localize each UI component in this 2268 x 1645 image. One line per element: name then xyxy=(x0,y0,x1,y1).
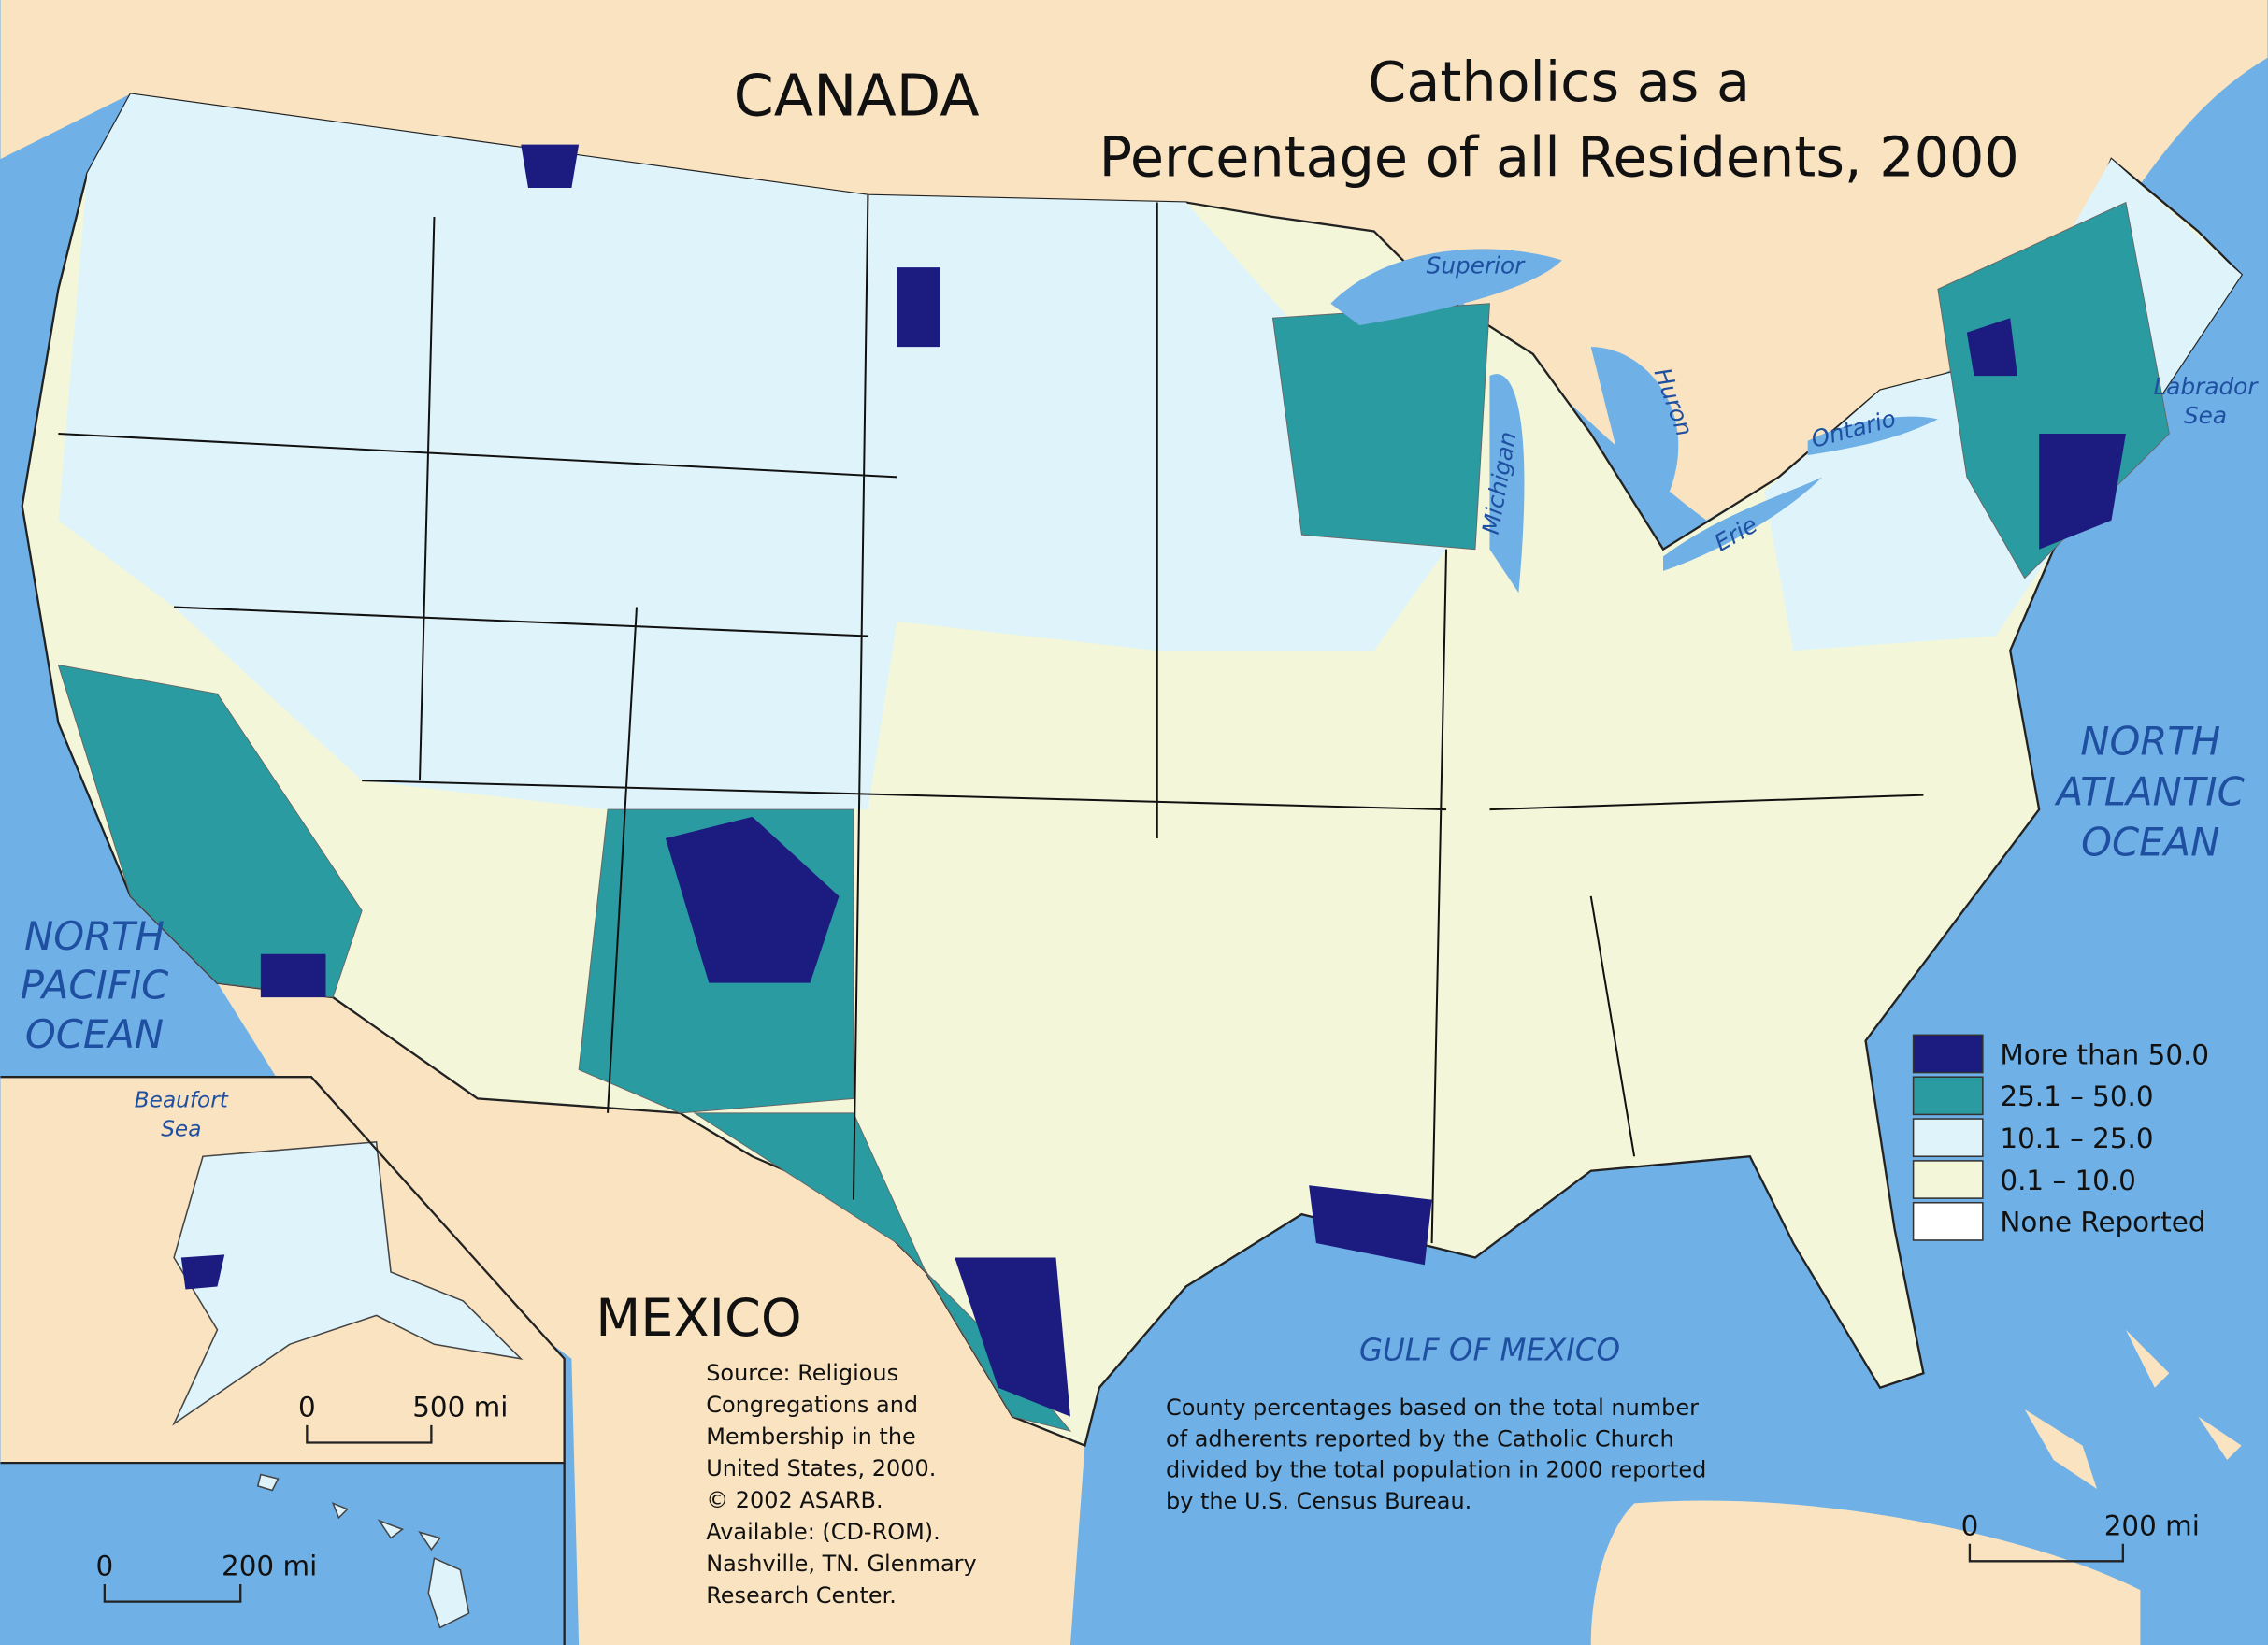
legend-swatch xyxy=(1912,1201,1984,1241)
lake-ontario xyxy=(1807,416,1938,456)
scale-label: 0 xyxy=(298,1392,316,1423)
lake-label: Superior xyxy=(1427,251,1526,279)
ocean-label: NORTH xyxy=(2080,718,2220,764)
title-line: Percentage of all Residents, 2000 xyxy=(1099,125,2019,190)
ocean-label: OCEAN xyxy=(25,1011,164,1057)
region-light xyxy=(58,93,1447,810)
scale-bars: 0 500 mi 0 200 mi 0 200 mi xyxy=(95,1392,2200,1603)
source-line: United States, 2000. xyxy=(706,1455,936,1481)
legend-label: None Reported xyxy=(2000,1207,2205,1238)
lake-superior xyxy=(1330,249,1562,325)
lake-michigan xyxy=(1489,374,1525,594)
title-line: Catholics as a xyxy=(1368,50,1750,114)
legend-swatch xyxy=(1912,1160,1984,1199)
source-line: Research Center. xyxy=(706,1582,897,1609)
sea-label: Sea xyxy=(161,1117,201,1142)
scale-label: 0 xyxy=(1961,1509,1979,1541)
legend-swatch xyxy=(1912,1118,1984,1158)
legend-label: More than 50.0 xyxy=(2000,1038,2209,1070)
canada-land xyxy=(0,0,2268,521)
scale-bar xyxy=(1968,1543,2125,1563)
state-borders xyxy=(58,194,1924,1244)
source-line: © 2002 ASARB. xyxy=(706,1487,883,1513)
note-line: County percentages based on the total nu… xyxy=(1166,1395,1699,1421)
method-note: County percentages based on the total nu… xyxy=(1166,1395,1706,1514)
hawaii xyxy=(256,1473,470,1629)
country-label: CANADA xyxy=(734,63,980,130)
legend-swatch xyxy=(1912,1076,1984,1116)
sea-label: Sea xyxy=(2184,402,2227,429)
source-line: Congregations and xyxy=(706,1392,918,1418)
ocean-label: GULF OF MEXICO xyxy=(1359,1332,1620,1367)
source-line: Source: Religious xyxy=(706,1360,898,1386)
bahamas xyxy=(2024,1329,2242,1489)
scale-label: 0 xyxy=(95,1551,113,1582)
scale-label: 200 mi xyxy=(222,1551,317,1582)
source-note: Source: Religious Congregations and Member… xyxy=(706,1360,976,1609)
legend-label: 25.1 – 50.0 xyxy=(2000,1080,2153,1112)
note-line: by the U.S. Census Bureau. xyxy=(1166,1488,1471,1514)
country-label: MEXICO xyxy=(596,1288,801,1349)
source-line: Nashville, TN. Glenmary xyxy=(706,1551,976,1577)
note-line: of adherents reported by the Catholic Ch… xyxy=(1166,1425,1674,1452)
ocean-label: OCEAN xyxy=(2081,820,2219,865)
la-navy xyxy=(1309,1185,1432,1266)
source-line: Membership in the xyxy=(706,1423,916,1450)
lake-huron xyxy=(1590,347,1679,507)
legend: More than 50.0 25.1 – 50.0 10.1 – 25.0 0.1 … xyxy=(1912,1034,2209,1241)
scale-label: 500 mi xyxy=(412,1392,508,1423)
ocean-label: ATLANTIC xyxy=(2054,768,2246,814)
california-teal xyxy=(57,664,363,998)
ocean-label: PACIFIC xyxy=(21,963,169,1008)
alaska-county xyxy=(180,1254,225,1290)
alaska xyxy=(172,1140,524,1426)
scale-bar xyxy=(103,1584,242,1603)
sea-label: Labrador xyxy=(2154,373,2260,400)
cuba xyxy=(1590,1500,2141,1645)
lake-erie xyxy=(1663,477,1823,571)
texas-teal xyxy=(693,1112,1072,1432)
note-line: divided by the total population in 2000 … xyxy=(1166,1457,1706,1483)
scale-label: 200 mi xyxy=(2104,1509,2200,1541)
nm-navy xyxy=(665,816,840,983)
ocean-label: NORTH xyxy=(24,913,165,959)
sea-label: Beaufort xyxy=(135,1088,229,1113)
source-line: Available: (CD-ROM). xyxy=(706,1519,940,1545)
legend-label: 10.1 – 25.0 xyxy=(2000,1123,2153,1154)
mexico-land xyxy=(217,982,1085,1645)
inset-frame xyxy=(0,1076,566,1645)
scale-bar xyxy=(306,1424,433,1444)
midwest-teal xyxy=(1271,303,1490,551)
legend-label: 0.1 – 10.0 xyxy=(2000,1165,2135,1196)
tx-navy xyxy=(955,1257,1070,1417)
legend-swatch xyxy=(1912,1034,1984,1074)
